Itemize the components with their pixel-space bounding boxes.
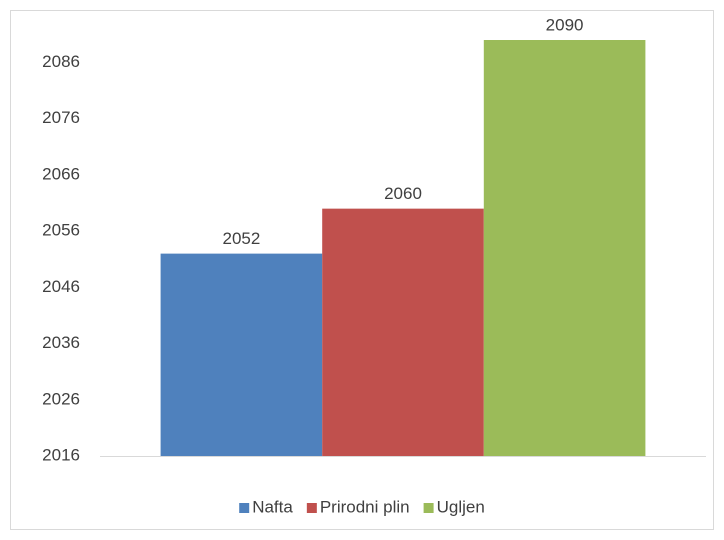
y-tick-label: 2036 [42,333,80,352]
data-label: 2060 [384,184,422,203]
legend-label: Prirodni plin [320,497,410,516]
y-tick-label: 2026 [42,389,80,408]
data-label: 2052 [222,229,260,248]
bar [322,208,484,456]
y-tick-label: 2046 [42,277,80,296]
legend-swatch [239,503,250,513]
legend-swatch [423,503,434,513]
bar [483,40,646,456]
data-label: 2090 [546,15,584,34]
y-tick-label: 2086 [42,52,80,71]
y-tick-label: 2016 [42,445,80,464]
y-tick-label: 2076 [42,108,80,127]
legend-label: Ugljen [437,497,485,516]
legend-swatch [306,503,317,513]
bar [160,253,323,456]
y-tick-label: 2066 [42,164,80,183]
legend-label: Nafta [252,497,293,516]
y-tick-label: 2056 [42,221,80,240]
